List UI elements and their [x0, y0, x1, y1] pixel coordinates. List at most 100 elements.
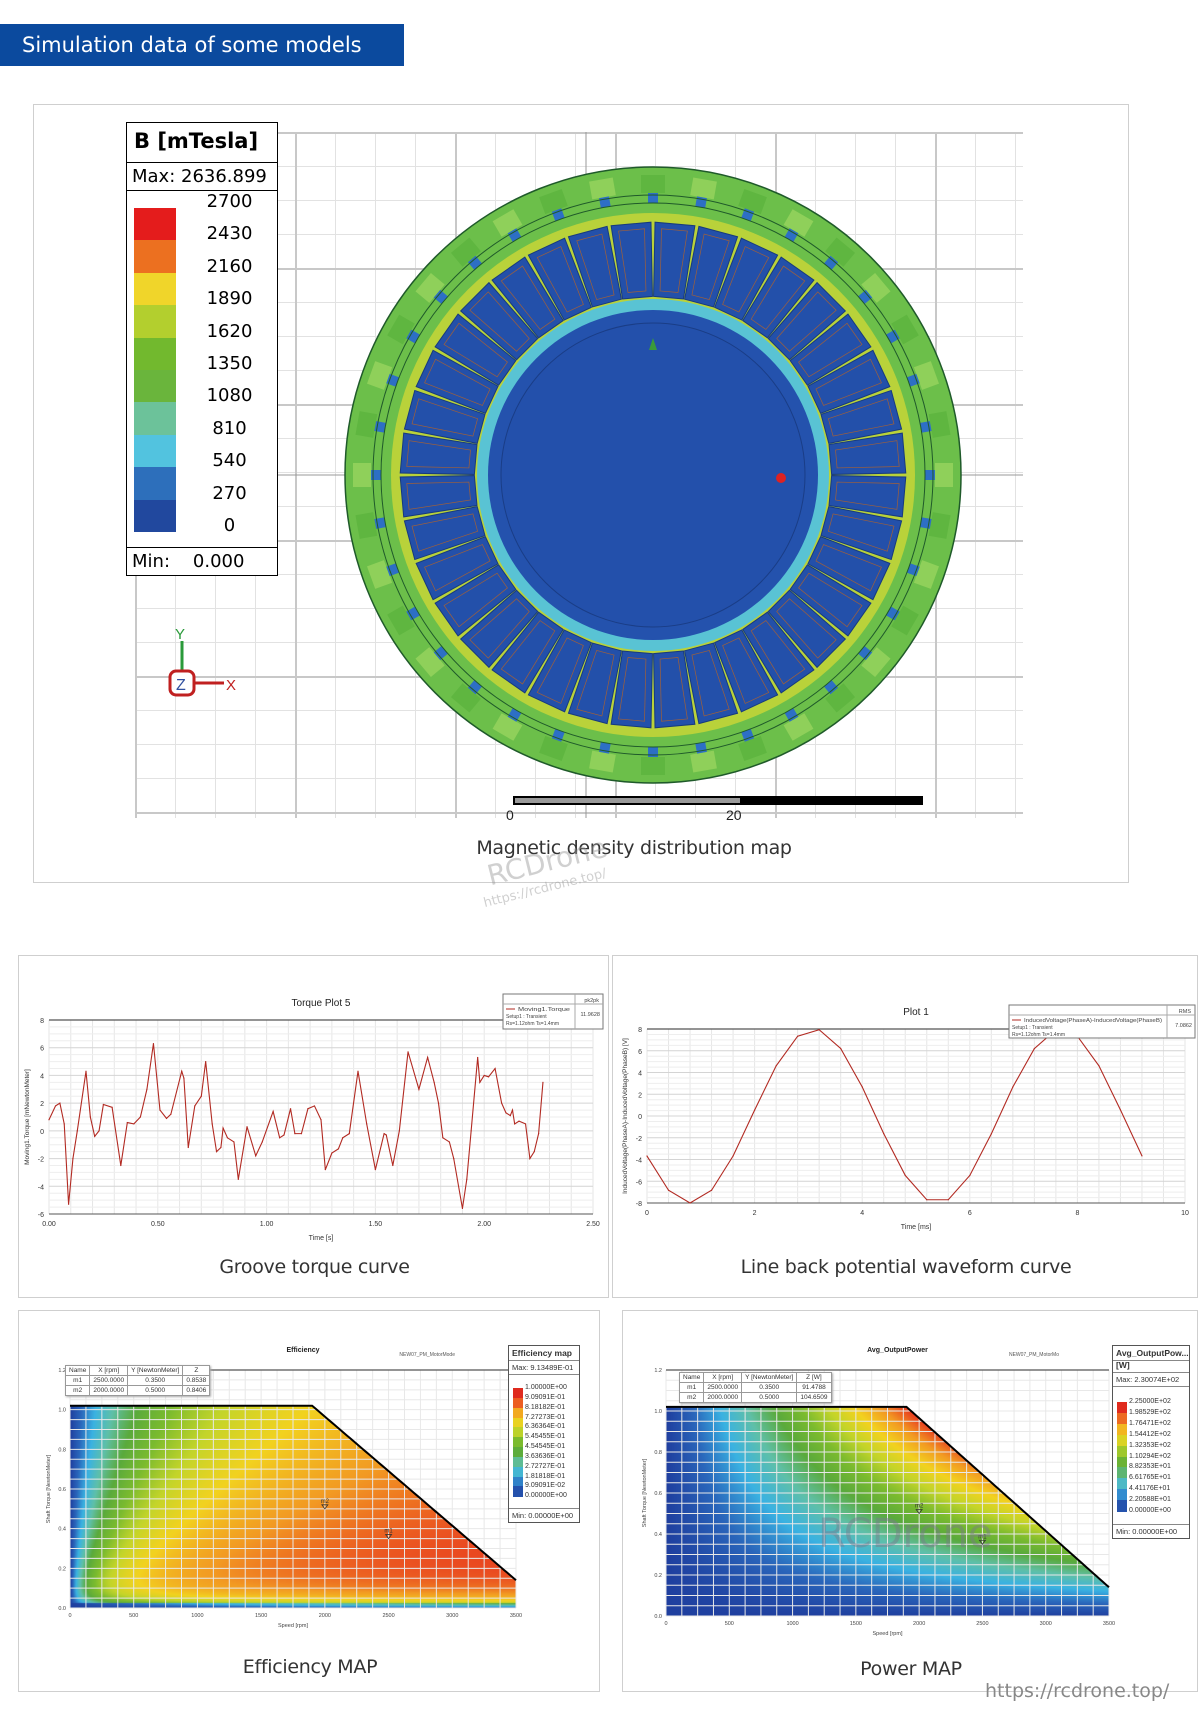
slot-body — [653, 221, 696, 300]
legend-swatch — [513, 1427, 523, 1438]
chart-title: Efficiency — [286, 1347, 319, 1354]
scale-tick-0: 0 — [506, 807, 514, 823]
legend-swatch — [134, 434, 176, 468]
x-tick-label: 1500 — [255, 1613, 267, 1619]
slot-body — [789, 313, 872, 386]
stator-slot — [820, 389, 903, 444]
coil-outline — [469, 598, 530, 659]
legend-swatch — [1117, 1456, 1127, 1468]
stator-slot — [434, 313, 517, 386]
slot-body — [491, 256, 564, 339]
data-point — [48, 1119, 50, 1121]
data-point — [111, 1106, 113, 1108]
x-tick-label: 0.50 — [151, 1221, 165, 1228]
legend-tick: 1350 — [206, 352, 253, 374]
y-tick-label: 0 — [40, 1129, 44, 1136]
data-point — [418, 1088, 420, 1090]
efficiency-caption: Efficiency MAP — [242, 1656, 378, 1678]
data-point — [215, 1151, 218, 1153]
data-point — [72, 1157, 74, 1160]
stator-slot — [789, 564, 872, 637]
data-point — [479, 1081, 481, 1083]
legend-swatch — [513, 1417, 523, 1428]
stator-slot — [807, 535, 891, 601]
stator-slot — [491, 611, 564, 694]
yoke-block — [891, 314, 919, 345]
yoke-block — [928, 411, 951, 438]
slot-body — [403, 389, 486, 444]
yoke-block — [450, 683, 481, 713]
stator-slot — [403, 506, 486, 561]
legend-swatch — [134, 499, 176, 532]
slot-body — [789, 564, 872, 637]
yoke-segment — [641, 175, 665, 205]
table-cell: m1 — [678, 1382, 705, 1393]
stator-slot — [527, 629, 593, 713]
coil-outline — [798, 322, 863, 378]
torque-chart: 0.00 0.50 1.00 1.50 2.00 2.50 -6 -4 -2 0 2 4 6 8 Torqu… — [24, 993, 604, 1242]
legend-tick: 9.09091E-02 — [525, 1482, 566, 1490]
stator-slot — [491, 256, 564, 339]
watermark-url: https://rcdrone.top/ — [985, 1680, 1170, 1702]
data-point — [1141, 1155, 1143, 1157]
data-point — [300, 1133, 303, 1135]
stator-slot — [653, 221, 696, 300]
coil-outline — [722, 246, 770, 313]
data-point — [183, 1077, 185, 1079]
legend-tick: 2430 — [206, 223, 253, 245]
slot-body — [415, 535, 499, 601]
coil-outline — [776, 598, 837, 659]
data-point — [233, 1141, 235, 1143]
data-point — [337, 1148, 340, 1150]
stator-slot — [684, 225, 739, 308]
coil-outline — [411, 513, 479, 552]
y-tick-label: -2 — [38, 1157, 44, 1164]
legend-swatch — [134, 467, 176, 500]
chart-subtitle: NEW07_PM_MotorMo — [1009, 1352, 1059, 1358]
table-cell: 0.8406 — [182, 1385, 211, 1396]
data-point — [840, 1047, 842, 1050]
x-tick-label: 500 — [725, 1621, 734, 1627]
legend-value: 11.9628 — [581, 1012, 600, 1018]
yoke-block — [589, 750, 616, 773]
y-tick-label: 1.2 — [58, 1368, 66, 1374]
coil-outline — [406, 481, 471, 510]
y-tick-label: 6 — [638, 1049, 642, 1056]
x-tick-label: 1.00 — [260, 1221, 274, 1228]
x-axis-label: Time [ms] — [901, 1224, 932, 1231]
data-point — [754, 1109, 756, 1111]
data-point — [1012, 1086, 1014, 1088]
stator-slot — [828, 475, 907, 518]
table-row: m1 2500.0000 0.3500 0.8538 — [64, 1375, 211, 1386]
data-point — [392, 1164, 394, 1167]
legend-unit: [W] — [1113, 1358, 1189, 1373]
table-cell: 0.5000 — [741, 1392, 798, 1403]
table-cell: 0.8538 — [182, 1375, 211, 1386]
yoke-block — [415, 647, 445, 678]
yoke-block — [387, 314, 415, 345]
stator-slot — [567, 225, 622, 308]
stator-slot — [767, 281, 847, 361]
back-emf-chart-panel: 0 2 4 6 8 10 -8 -6 -4 -2 0 2 4 6 8 Plot 1 Time [ms] Induc… — [612, 955, 1198, 1298]
data-point — [487, 1076, 490, 1078]
data-point — [505, 1112, 507, 1114]
data-point — [374, 1169, 376, 1171]
data-point — [283, 1134, 285, 1136]
legend-swatch — [513, 1486, 523, 1497]
data-point — [146, 1088, 148, 1090]
slot-body — [399, 432, 478, 475]
yoke-block — [353, 463, 371, 487]
yoke-block — [415, 272, 445, 303]
table-cell: Y [NewtonMeter] — [127, 1365, 184, 1376]
back-emf-chart: 0 2 4 6 8 10 -8 -6 -4 -2 0 2 4 6 8 Plot 1 Time [ms] Induc… — [622, 1004, 1196, 1231]
table-cell: m2 — [678, 1392, 705, 1403]
table-cell: 0.5000 — [127, 1385, 184, 1396]
stator-slot — [653, 650, 696, 729]
stator-slot — [399, 432, 478, 475]
coil-outline — [618, 228, 647, 293]
stator-ring — [372, 194, 934, 756]
yoke-block — [861, 272, 891, 303]
data-point — [990, 1133, 992, 1135]
coil-outline — [576, 649, 615, 717]
